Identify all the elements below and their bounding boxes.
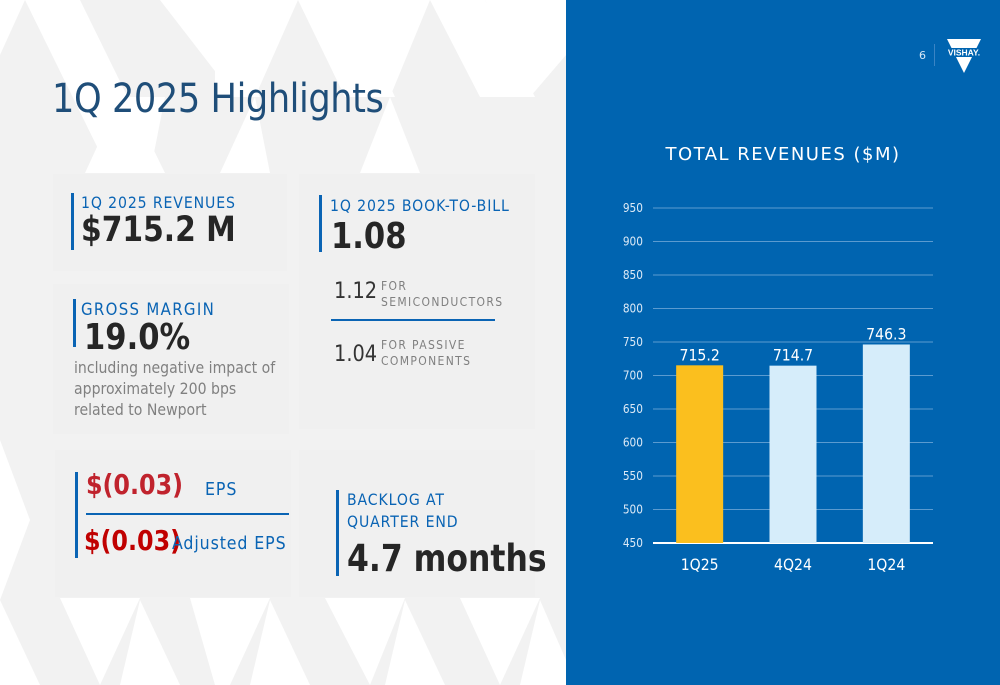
revenues-label: 1Q 2025 REVENUES	[81, 193, 236, 212]
semiconductors-label-line: SEMICONDUCTORS	[381, 295, 504, 309]
y-tick-label: 750	[623, 335, 643, 349]
passive-label-line: COMPONENTS	[381, 354, 472, 368]
passive-label-line: FOR PASSIVE	[381, 338, 466, 352]
eps-divider	[86, 513, 289, 515]
page-title: 1Q 2025 Highlights	[52, 76, 384, 122]
eps-value: $(0.03)	[86, 468, 184, 501]
y-tick-label: 900	[623, 235, 643, 249]
y-tick-label: 650	[623, 402, 643, 416]
x-tick-label: 1Q24	[867, 555, 905, 574]
bar-1q25	[676, 365, 724, 543]
page-number: 6	[919, 49, 926, 62]
eps-card	[55, 450, 291, 597]
chart-title: TOTAL REVENUES ($M)	[665, 144, 901, 165]
x-tick-label: 4Q24	[774, 555, 812, 574]
y-tick-label: 800	[623, 302, 643, 316]
book-to-bill-label: 1Q 2025 BOOK-TO-BILL	[330, 196, 510, 215]
y-tick-label: 700	[623, 369, 643, 383]
data-label: 714.7	[773, 346, 813, 365]
book-to-bill-accent-bar	[319, 195, 322, 252]
backlog-label: BACKLOG AT QUARTER END	[347, 489, 458, 533]
backlog-label-line: BACKLOG AT	[347, 490, 445, 509]
revenue-bar-chart: 450 500 550 600 650 700 750 800 850 900 950 715.2 1…	[623, 201, 933, 574]
data-label: 746.3	[866, 325, 906, 344]
semiconductors-book-to-bill-value: 1.12	[334, 279, 378, 304]
y-tick-label: 950	[623, 201, 643, 215]
logo-separator	[934, 44, 935, 66]
y-tick-label: 500	[623, 503, 643, 517]
gross-margin-value: 19.0%	[84, 317, 191, 358]
revenues-card	[53, 174, 287, 271]
gross-margin-card	[53, 284, 289, 434]
x-tick-label: 1Q25	[681, 555, 719, 574]
data-label: 715.2	[680, 345, 720, 364]
revenues-accent-bar	[71, 193, 74, 250]
adjusted-eps-value: $(0.03)	[84, 524, 182, 557]
y-tick-label: 600	[623, 436, 643, 450]
gross-margin-label: GROSS MARGIN	[81, 300, 216, 320]
book-to-bill-divider	[331, 319, 495, 321]
semiconductors-label-line: FOR	[381, 279, 408, 293]
y-tick-label: 450	[623, 536, 643, 550]
bar-1q24	[862, 344, 910, 543]
passive-book-to-bill-value: 1.04	[334, 342, 378, 367]
vishay-logo-icon: VISHAY.	[947, 39, 981, 73]
gross-margin-note-line: including negative impact of	[74, 358, 276, 377]
book-to-bill-value: 1.08	[331, 216, 407, 257]
y-tick-label: 550	[623, 469, 643, 483]
revenues-value: $715.2 M	[81, 210, 236, 250]
backlog-value: 4.7 months	[347, 537, 547, 580]
gross-margin-accent-bar	[73, 299, 76, 347]
bar-4q24	[769, 365, 817, 543]
eps-accent-bar	[75, 472, 78, 558]
adjusted-eps-label: Adjusted EPS	[172, 533, 287, 554]
book-to-bill-card	[299, 174, 535, 429]
logo-text: VISHAY.	[948, 48, 980, 58]
gross-margin-note: including negative impact of approximate…	[74, 357, 275, 420]
backlog-label-line: QUARTER END	[347, 512, 459, 531]
y-tick-label: 850	[623, 268, 643, 282]
semiconductors-book-to-bill-label: FOR SEMICONDUCTORS	[381, 278, 503, 310]
gross-margin-note-line: approximately 200 bps	[74, 379, 237, 398]
passive-book-to-bill-label: FOR PASSIVE COMPONENTS	[381, 337, 471, 369]
gross-margin-note-line: related to Newport	[74, 400, 207, 419]
backlog-accent-bar	[336, 490, 339, 576]
eps-label: EPS	[205, 479, 238, 500]
